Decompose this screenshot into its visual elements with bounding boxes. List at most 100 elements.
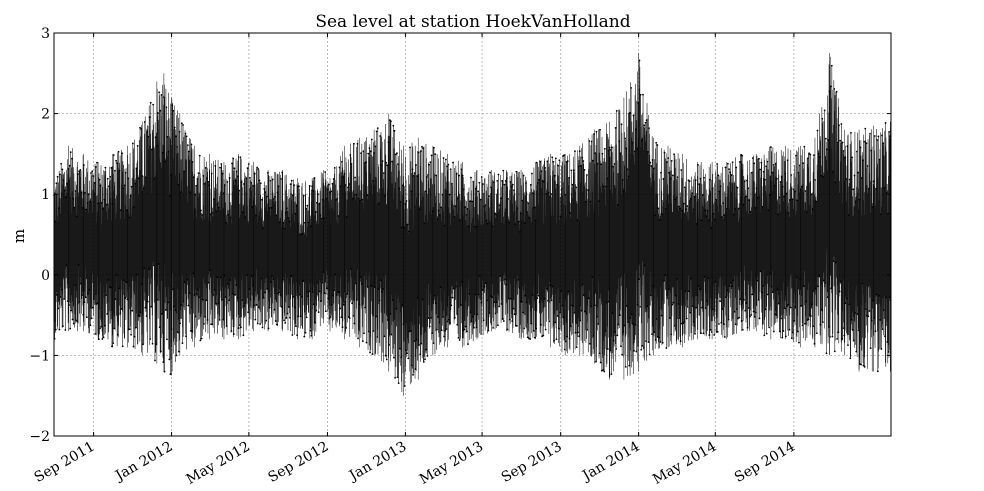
data-point (124, 171, 127, 174)
data-point (171, 104, 174, 107)
data-point (793, 319, 796, 322)
data-point (683, 186, 686, 189)
data-point (393, 356, 395, 359)
data-point (542, 181, 545, 183)
data-point (481, 289, 484, 291)
data-point (871, 206, 874, 208)
data-point (814, 287, 817, 290)
data-point (857, 329, 860, 332)
data-point (188, 292, 191, 295)
data-point (288, 220, 291, 223)
data-point (335, 293, 338, 296)
data-point (176, 331, 179, 334)
data-point (232, 333, 235, 336)
data-point (309, 225, 312, 228)
data-point (434, 302, 437, 304)
data-point (192, 176, 195, 179)
data-point (179, 191, 182, 194)
data-point (734, 323, 737, 326)
data-point (467, 343, 469, 345)
data-point (620, 345, 622, 348)
data-point (229, 279, 232, 281)
data-point (589, 200, 592, 203)
data-point (609, 349, 612, 352)
data-point (122, 187, 125, 190)
data-point (399, 200, 402, 203)
data-point (442, 315, 444, 318)
data-point (182, 300, 185, 303)
data-point (149, 101, 152, 104)
data-point (181, 342, 184, 345)
data-point (605, 185, 607, 188)
data-point (109, 175, 112, 178)
chart-title: Sea level at station HoekVanHolland (315, 12, 630, 32)
data-point (234, 179, 237, 182)
data-point (615, 110, 618, 112)
data-point (309, 329, 312, 332)
data-point (780, 317, 782, 320)
data-point (360, 282, 363, 285)
data-point (307, 295, 309, 298)
data-point (777, 302, 780, 305)
data-point (350, 267, 352, 270)
data-point (651, 158, 654, 161)
data-point (703, 275, 706, 278)
data-point (662, 178, 665, 180)
data-point (367, 330, 370, 333)
data-point (455, 285, 457, 288)
data-point (550, 299, 553, 302)
data-point (787, 212, 790, 215)
data-point (359, 276, 362, 278)
data-point (482, 183, 484, 185)
data-point (611, 312, 614, 315)
data-point (776, 288, 779, 291)
data-point (869, 132, 871, 135)
data-point (214, 165, 217, 167)
data-point (872, 299, 874, 302)
data-point (346, 293, 349, 295)
data-point (351, 197, 354, 200)
data-point (387, 141, 390, 144)
data-point (719, 300, 721, 303)
data-point (486, 222, 489, 225)
data-point (324, 310, 327, 313)
data-point (821, 321, 824, 324)
data-point (710, 331, 713, 333)
data-point (672, 174, 674, 177)
data-point (467, 225, 470, 228)
data-point (266, 287, 269, 290)
data-point (546, 160, 549, 163)
data-point (493, 301, 496, 303)
data-point (596, 162, 599, 165)
data-point (456, 197, 459, 200)
data-point (314, 321, 316, 324)
data-point (578, 335, 581, 338)
data-point (504, 278, 506, 281)
data-point (729, 281, 732, 284)
data-point (705, 215, 708, 218)
data-point (794, 306, 797, 309)
data-point (535, 327, 537, 330)
data-point (317, 311, 320, 314)
data-point (468, 200, 471, 203)
plot-area (53, 53, 892, 396)
data-point (383, 335, 386, 338)
data-point (764, 178, 766, 181)
data-point (471, 200, 474, 203)
data-point (698, 288, 701, 291)
data-point (235, 170, 238, 173)
data-point (313, 177, 316, 179)
data-point (743, 299, 745, 301)
data-point (886, 341, 889, 343)
data-point (415, 338, 418, 341)
data-point (120, 308, 123, 310)
data-point (175, 354, 178, 357)
data-point (761, 205, 764, 208)
data-point (842, 327, 845, 330)
data-point (351, 302, 353, 305)
data-point (115, 159, 118, 162)
data-point (792, 331, 794, 334)
data-point (337, 215, 340, 217)
data-point (671, 303, 674, 306)
data-point (508, 318, 511, 321)
